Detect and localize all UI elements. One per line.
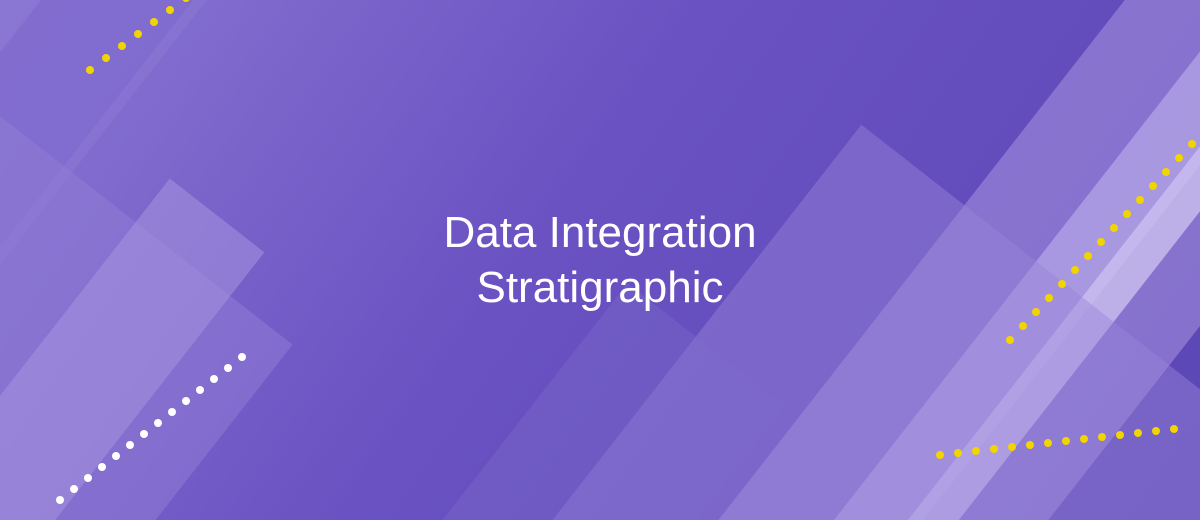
banner-title: Data Integration Stratigraphic bbox=[0, 0, 1200, 520]
banner: Data Integration Stratigraphic bbox=[0, 0, 1200, 520]
